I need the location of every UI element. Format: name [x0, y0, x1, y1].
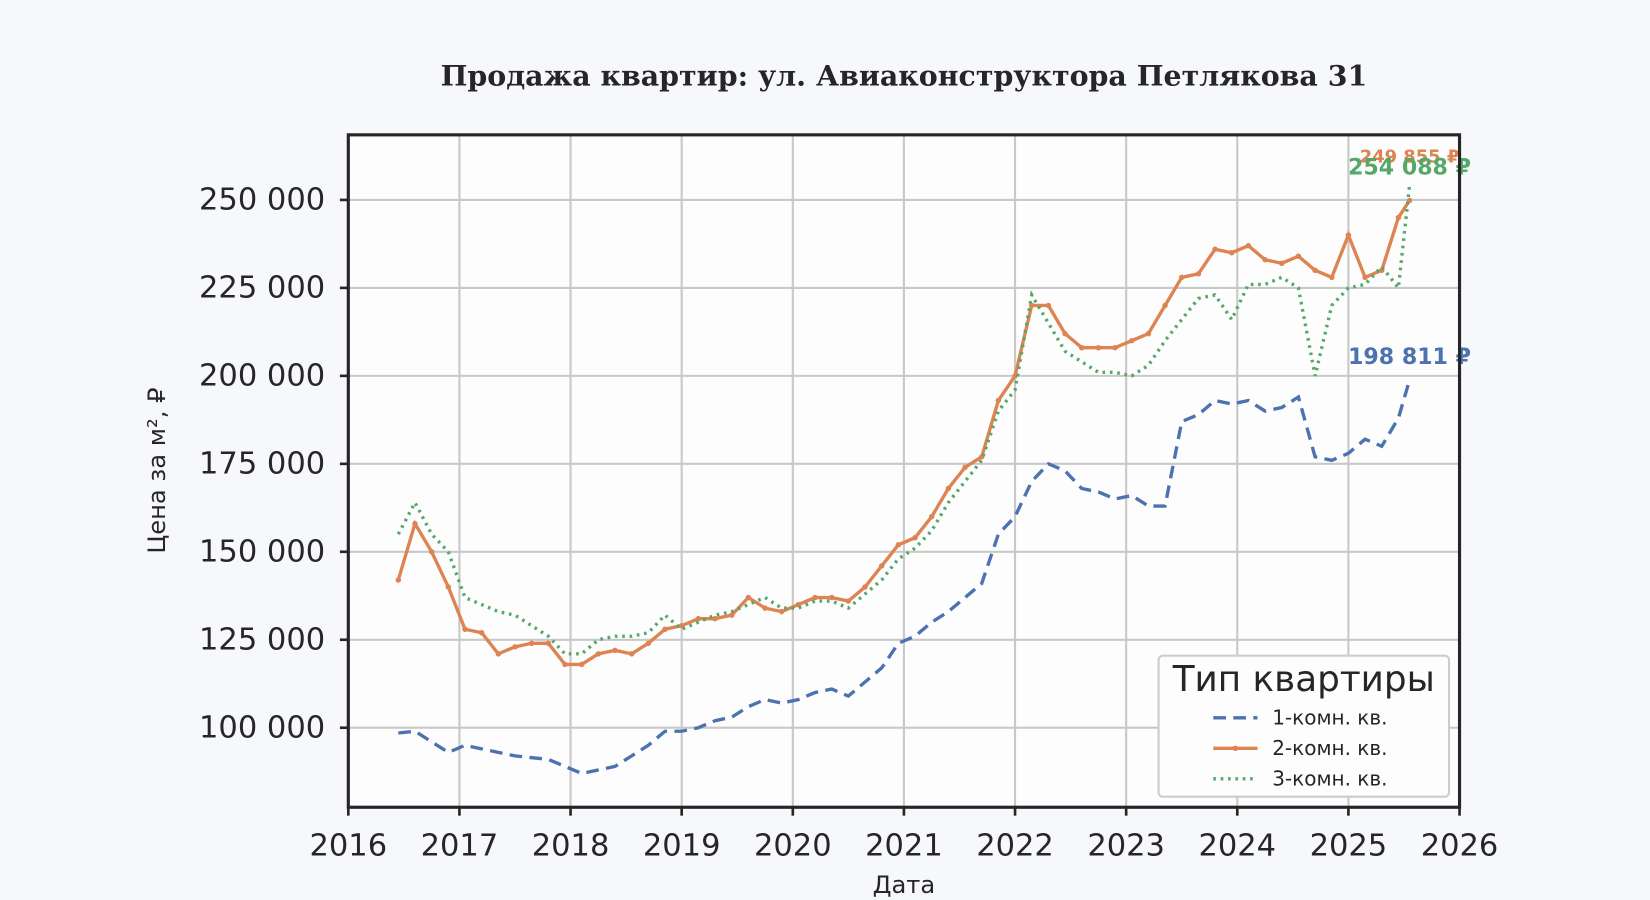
point	[1312, 267, 1318, 274]
point	[862, 584, 868, 590]
point	[1212, 246, 1218, 252]
plot-frame	[346, 133, 1462, 809]
point	[645, 640, 652, 647]
point	[1395, 214, 1402, 221]
point	[1295, 253, 1302, 259]
point	[878, 563, 885, 569]
x-tick-label: 2024	[1198, 829, 1276, 864]
point	[1345, 232, 1352, 238]
point	[928, 513, 935, 520]
point	[1145, 330, 1152, 337]
x-tick-label: 2023	[1087, 829, 1165, 864]
legend-label: 2-комн. кв.	[1272, 736, 1387, 760]
y-tick-label: 200 000	[199, 358, 325, 393]
y-tick-label: 100 000	[199, 710, 325, 745]
legend-marker	[1232, 745, 1239, 752]
point	[512, 644, 518, 650]
chart-title: Продажа квартир: ул. Авиаконструктора Пе…	[441, 59, 1368, 93]
point	[1178, 274, 1185, 281]
point	[762, 605, 768, 611]
legend-box	[1157, 654, 1451, 798]
x-tick-label: 2021	[865, 829, 943, 864]
point	[1245, 242, 1252, 249]
point	[895, 542, 902, 548]
point	[628, 651, 635, 657]
x-axis-label: Дата	[873, 871, 936, 899]
legend-label: 1-комн. кв.	[1272, 705, 1387, 729]
point	[995, 397, 1002, 404]
point	[1195, 271, 1202, 277]
point	[1078, 344, 1085, 351]
x-tick-label: 2017	[421, 829, 499, 864]
x-tick-label: 2025	[1310, 829, 1388, 864]
legend: Тип квартиры 1-комн. кв. 2-комн. кв. 3-комн…	[1157, 654, 1451, 798]
point	[412, 520, 418, 527]
end-label: 254 088 ₽	[1348, 155, 1471, 181]
end-label: 249 855 ₽	[1360, 146, 1460, 167]
point	[495, 651, 502, 657]
series-line	[396, 185, 1412, 656]
y-tick-label: 150 000	[199, 534, 325, 569]
point	[845, 598, 852, 604]
x-tick-label: 2020	[754, 829, 832, 864]
point	[445, 584, 452, 590]
point	[1045, 302, 1052, 309]
y-tick-label: 225 000	[199, 270, 325, 305]
point	[395, 577, 402, 583]
point	[828, 594, 835, 601]
point	[1329, 274, 1335, 281]
point	[962, 464, 968, 471]
point	[1028, 302, 1035, 309]
point	[1362, 274, 1368, 281]
point	[595, 651, 602, 657]
x-tick-label: 2016	[309, 829, 387, 864]
point	[662, 626, 668, 632]
point	[428, 549, 435, 555]
point	[1062, 330, 1068, 337]
point	[712, 615, 718, 622]
y-tick-label: 250 000	[199, 182, 325, 217]
end-label: 198 811 ₽	[1348, 344, 1471, 370]
point	[1279, 260, 1285, 267]
x-tick-label: 2022	[976, 829, 1054, 864]
point	[728, 612, 735, 618]
point	[545, 640, 552, 647]
point	[612, 647, 618, 654]
point	[562, 661, 568, 668]
legend-title: Тип квартиры	[1172, 659, 1435, 700]
point	[695, 615, 702, 622]
point	[745, 594, 752, 601]
x-tick-label: 2026	[1421, 829, 1499, 864]
point	[945, 485, 952, 492]
y-tick-label: 125 000	[199, 622, 325, 657]
legend-label: 3-комн. кв.	[1272, 766, 1387, 790]
x-tick-label: 2018	[532, 829, 610, 864]
y-axis-label: Цена за м², ₽	[143, 387, 171, 553]
series: 198 811 ₽ 249 855 ₽254 088 ₽	[395, 146, 1471, 776]
x-tick-label: 2019	[643, 829, 721, 864]
point	[578, 661, 585, 668]
point	[1262, 257, 1268, 263]
point	[478, 629, 485, 636]
point	[812, 594, 818, 601]
point	[462, 626, 468, 632]
y-tick-label: 175 000	[199, 446, 325, 481]
point	[1095, 344, 1102, 351]
point	[1128, 337, 1135, 344]
point	[1162, 302, 1168, 309]
series-line	[398, 379, 1412, 776]
point	[528, 640, 535, 647]
point	[912, 534, 918, 541]
series-line	[396, 199, 1411, 667]
point	[778, 608, 785, 615]
point	[1112, 344, 1118, 351]
point	[1228, 249, 1235, 256]
